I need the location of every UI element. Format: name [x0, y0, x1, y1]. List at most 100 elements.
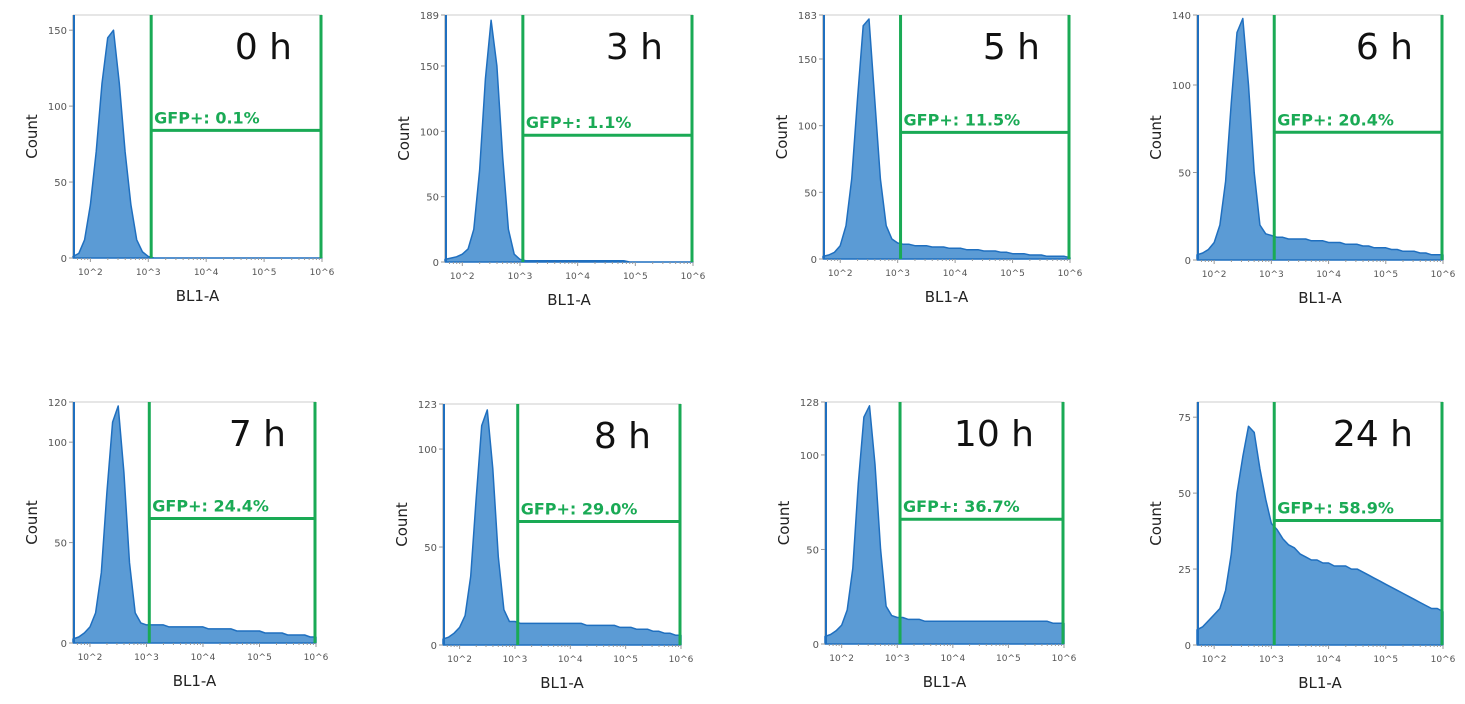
y-tick-label: 0	[1185, 641, 1191, 652]
gate-label: GFP+: 0.1%	[154, 108, 260, 127]
y-tick-label: 189	[420, 11, 439, 22]
time-point-label: 0 h	[235, 27, 292, 68]
x-axis-label: BL1-A	[173, 672, 217, 690]
y-tick-label: 50	[1178, 489, 1191, 500]
x-tick-label: 10^5	[613, 655, 638, 665]
y-axis-label: Count	[393, 502, 411, 547]
y-tick-label: 100	[48, 438, 67, 449]
time-point-label: 3 h	[606, 27, 663, 68]
x-tick-label: 10^4	[1316, 270, 1341, 280]
y-tick-label: 50	[54, 539, 67, 550]
y-tick-label: 100	[1172, 81, 1191, 92]
gate-label: GFP+: 24.4%	[152, 496, 269, 515]
y-tick-label: 50	[1178, 169, 1191, 180]
y-tick-label: 128	[800, 398, 819, 409]
gate-label: GFP+: 29.0%	[521, 500, 638, 519]
x-tick-label: 10^4	[194, 268, 219, 278]
x-tick-label: 10^2	[450, 272, 475, 282]
y-axis-label: Count	[1147, 501, 1165, 546]
y-tick-label: 50	[426, 193, 439, 204]
histogram-area	[824, 405, 1065, 645]
x-tick-label: 10^6	[1052, 654, 1077, 664]
y-tick-label: 150	[420, 62, 439, 73]
x-tick-label: 10^3	[508, 272, 533, 282]
histogram-panel: 0 50 100 150 10^2 10^3 10^4 10^5 10^6 BL1-A Count G…	[23, 14, 335, 305]
x-tick-label: 10^4	[558, 655, 583, 665]
x-tick-label: 10^5	[1373, 270, 1398, 280]
y-tick-label: 150	[798, 55, 817, 66]
time-point-label: 7 h	[229, 414, 286, 455]
x-tick-label: 10^2	[1202, 655, 1227, 665]
y-tick-label: 0	[813, 640, 819, 651]
time-point-label: 8 h	[594, 416, 651, 457]
y-tick-label: 0	[61, 639, 67, 650]
x-tick-label: 10^6	[1431, 270, 1456, 280]
y-tick-label: 0	[811, 255, 817, 266]
x-axis-label: BL1-A	[547, 291, 591, 309]
y-tick-label: 183	[798, 11, 817, 22]
x-tick-label: 10^5	[1000, 269, 1025, 279]
x-tick-label: 10^2	[447, 655, 472, 665]
gate-label: GFP+: 58.9%	[1277, 498, 1394, 517]
x-tick-label: 10^2	[828, 269, 853, 279]
x-axis-label: BL1-A	[925, 288, 969, 306]
y-tick-label: 50	[54, 178, 67, 189]
y-tick-label: 50	[804, 188, 817, 199]
gate-label: GFP+: 20.4%	[1277, 110, 1394, 129]
time-point-label: 10 h	[954, 414, 1034, 455]
x-tick-label: 10^2	[1202, 270, 1227, 280]
x-axis-label: BL1-A	[1298, 289, 1342, 307]
x-tick-label: 10^5	[996, 654, 1021, 664]
histogram-area	[442, 409, 682, 646]
x-tick-label: 10^2	[78, 653, 103, 663]
x-tick-label: 10^2	[78, 268, 103, 278]
y-tick-label: 50	[424, 543, 437, 554]
x-tick-label: 10^3	[134, 653, 159, 663]
x-tick-label: 10^6	[681, 272, 706, 282]
x-tick-label: 10^6	[310, 268, 335, 278]
y-tick-label: 100	[798, 122, 817, 133]
x-tick-label: 10^4	[943, 269, 968, 279]
y-axis-label: Count	[23, 114, 41, 159]
y-tick-label: 75	[1178, 413, 1191, 424]
x-tick-label: 10^3	[885, 269, 910, 279]
x-tick-label: 10^3	[136, 268, 161, 278]
y-tick-label: 0	[1185, 256, 1191, 267]
histogram-area	[822, 18, 1071, 260]
x-tick-label: 10^6	[304, 653, 329, 663]
time-point-label: 5 h	[983, 27, 1040, 68]
time-point-label: 24 h	[1333, 414, 1413, 455]
gate-label: GFP+: 11.5%	[904, 110, 1021, 129]
x-axis-label: BL1-A	[1298, 674, 1342, 692]
histogram-panel: 0 25 50 75 10^2 10^3 10^4 10^5 10^6 BL1-A Count GFP…	[1147, 401, 1456, 692]
x-tick-label: 10^2	[829, 654, 854, 664]
gate-label: GFP+: 1.1%	[526, 113, 632, 132]
histogram-panel: 0 50 100 123 10^2 10^3 10^4 10^5 10^6 BL1-A Count G…	[393, 400, 694, 692]
y-tick-label: 123	[418, 400, 437, 411]
y-tick-label: 100	[418, 445, 437, 456]
x-tick-label: 10^4	[191, 653, 216, 663]
histogram-area	[444, 19, 694, 263]
histogram-area	[72, 405, 317, 644]
x-tick-label: 10^4	[1316, 655, 1341, 665]
y-tick-label: 0	[61, 254, 67, 265]
y-tick-label: 100	[48, 102, 67, 113]
x-tick-label: 10^4	[565, 272, 590, 282]
y-axis-label: Count	[775, 501, 793, 546]
x-tick-label: 10^4	[940, 654, 965, 664]
histogram-area	[1196, 425, 1444, 646]
x-tick-label: 10^5	[623, 272, 648, 282]
x-axis-label: BL1-A	[923, 673, 967, 691]
histogram-area	[1196, 17, 1444, 261]
x-axis-label: BL1-A	[540, 674, 584, 692]
x-tick-label: 10^3	[1259, 270, 1284, 280]
y-axis-label: Count	[395, 116, 413, 161]
x-tick-label: 10^5	[252, 268, 277, 278]
x-tick-label: 10^3	[503, 655, 528, 665]
x-tick-label: 10^6	[1058, 269, 1083, 279]
histogram-panel: 0 50 100 140 10^2 10^3 10^4 10^5 10^6 BL1-A Count G…	[1147, 11, 1456, 307]
y-tick-label: 120	[48, 398, 67, 409]
histogram-panel: 0 50 100 150 189 10^2 10^3 10^4 10^5 10^6 BL1-A Cou…	[395, 11, 706, 309]
y-tick-label: 150	[48, 26, 67, 37]
